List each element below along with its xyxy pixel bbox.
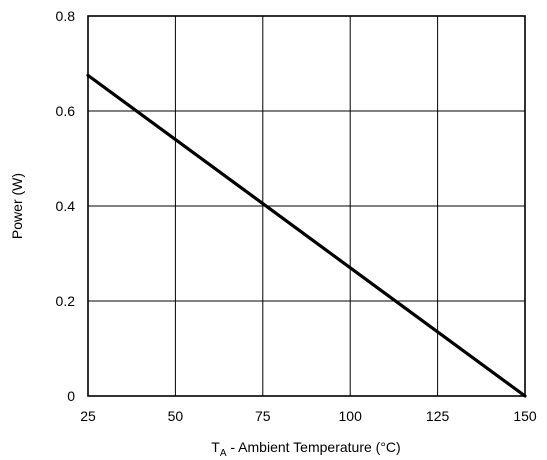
x-tick-label: 50: [168, 408, 184, 424]
grid-lines: [88, 16, 525, 396]
x-tick-label: 25: [80, 408, 96, 424]
plot-frame: [87, 15, 526, 397]
x-tick-label: 125: [426, 408, 450, 424]
y-tick-label: 0.8: [56, 8, 76, 24]
power-derating-line: [86, 73, 527, 398]
y-axis-label: Power (W): [9, 173, 25, 239]
x-axis-label: TA - Ambient Temperature (°C): [211, 439, 400, 459]
x-axis-label-rest: - Ambient Temperature (°C): [227, 439, 401, 455]
y-tick-label: 0.6: [56, 103, 76, 119]
x-axis-label-subscript: A: [220, 448, 227, 459]
y-tick-labels: 0 0.2 0.4 0.6 0.8: [56, 8, 76, 404]
y-tick-label: 0.4: [56, 198, 76, 214]
y-tick-label: 0: [67, 388, 75, 404]
x-tick-label: 75: [255, 408, 271, 424]
x-tick-labels: 25 50 75 100 125 150: [80, 408, 537, 424]
series-layer: [86, 73, 527, 398]
x-tick-label: 150: [513, 408, 537, 424]
x-tick-label: 100: [339, 408, 363, 424]
y-tick-label: 0.2: [56, 293, 76, 309]
x-axis-label-main: T: [211, 439, 220, 455]
